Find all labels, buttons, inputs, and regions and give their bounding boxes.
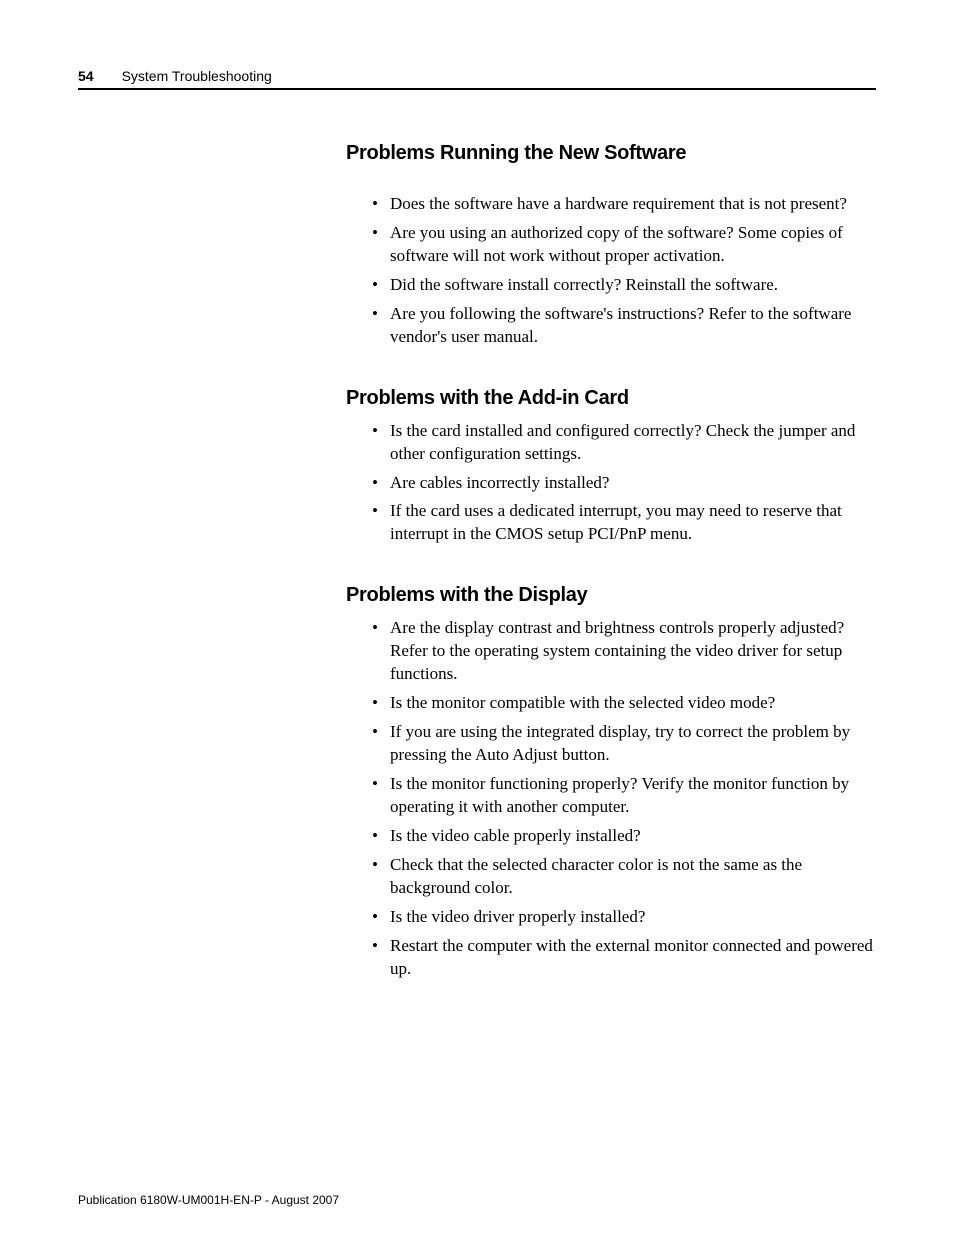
- header-title: System Troubleshooting: [122, 68, 272, 84]
- bullet-list: Are the display contrast and brightness …: [346, 617, 876, 980]
- list-item: Is the video cable properly installed?: [346, 825, 876, 848]
- page-header: 54 System Troubleshooting: [78, 68, 876, 90]
- list-item: Are cables incorrectly installed?: [346, 472, 876, 495]
- list-item: Is the monitor functioning properly? Ver…: [346, 773, 876, 819]
- list-item: If you are using the integrated display,…: [346, 721, 876, 767]
- section-heading: Problems Running the New Software: [346, 142, 876, 165]
- list-item: Is the card installed and configured cor…: [346, 420, 876, 466]
- footer-publication: Publication 6180W-UM001H-EN-P - August 2…: [78, 1193, 339, 1207]
- list-item: If the card uses a dedicated interrupt, …: [346, 500, 876, 546]
- content-area: Problems Running the New Software Does th…: [346, 142, 876, 980]
- section-heading: Problems with the Add-in Card: [346, 387, 876, 410]
- section-heading: Problems with the Display: [346, 584, 876, 607]
- list-item: Does the software have a hardware requir…: [346, 193, 876, 216]
- list-item: Did the software install correctly? Rein…: [346, 274, 876, 297]
- list-item: Are you following the software's instruc…: [346, 303, 876, 349]
- list-item: Are the display contrast and brightness …: [346, 617, 876, 686]
- list-item: Check that the selected character color …: [346, 854, 876, 900]
- list-item: Restart the computer with the external m…: [346, 935, 876, 981]
- page-number: 54: [78, 68, 94, 84]
- bullet-list: Does the software have a hardware requir…: [346, 193, 876, 349]
- list-item: Is the video driver properly installed?: [346, 906, 876, 929]
- list-item: Is the monitor compatible with the selec…: [346, 692, 876, 715]
- bullet-list: Is the card installed and configured cor…: [346, 420, 876, 547]
- list-item: Are you using an authorized copy of the …: [346, 222, 876, 268]
